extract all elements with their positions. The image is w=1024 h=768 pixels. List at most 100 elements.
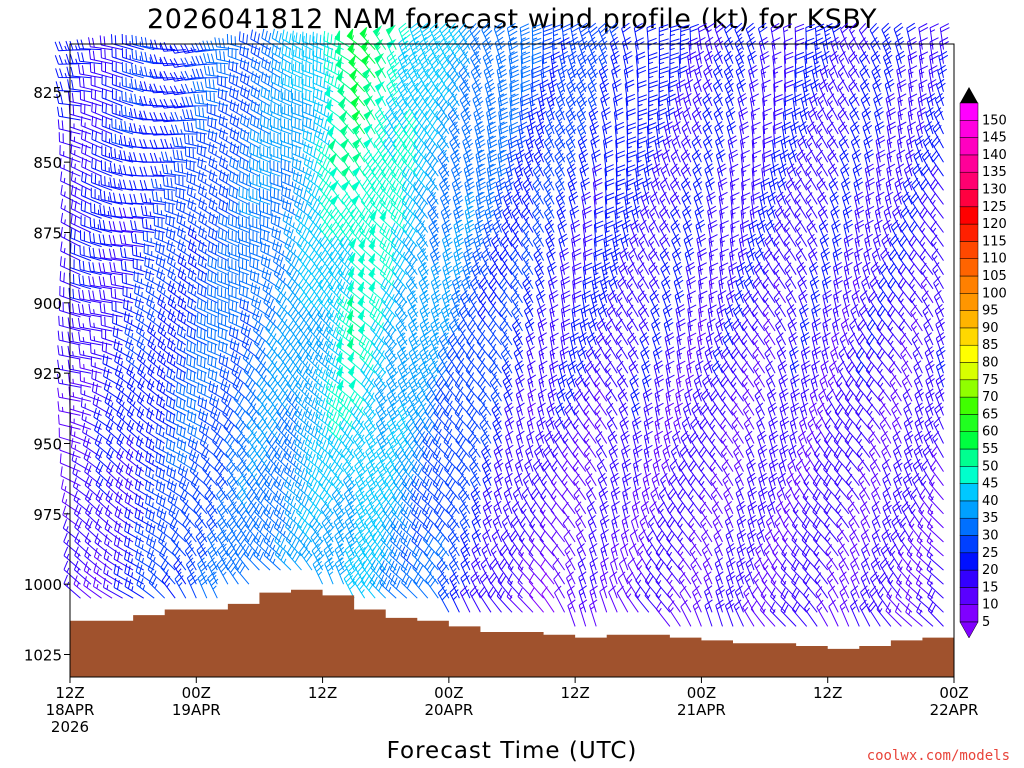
wind-barb [804,600,818,627]
wind-barb [778,374,789,402]
wind-barb [287,291,302,318]
wind-barb [816,135,829,163]
wind-barb [618,402,629,430]
wind-barb [843,219,854,247]
wind-barb [368,223,387,247]
wind-barb [726,557,736,585]
wind-barb [84,532,102,557]
wind-barb [414,94,429,121]
wind-barb [600,93,610,121]
wind-barb [762,304,776,332]
wind-barb [467,304,481,332]
wind-barb [854,191,864,219]
wind-barb [275,292,292,318]
wind-barb [695,50,705,78]
wind-barb [605,318,618,346]
wind-barb [219,155,239,177]
wind-barb [736,500,746,529]
wind-barb [238,230,260,248]
wind-barb [381,305,397,332]
wind-barb [843,233,854,261]
wind-barb [571,248,582,275]
wind-barb [447,65,461,93]
wind-barb [736,78,747,107]
wind-barb [159,70,186,81]
wind-barb [101,74,123,93]
wind-barb [204,487,218,515]
wind-barb [475,177,487,205]
wind-barb [384,346,398,374]
wind-barb [687,488,702,515]
wind-barb [549,332,559,360]
wind-barb [528,559,544,585]
wind-barb [155,451,176,473]
wind-barb [67,359,92,374]
wind-barb [137,363,155,388]
wind-barb [528,587,544,613]
wind-barb [80,215,102,233]
wind-barb [896,573,913,599]
wind-barb [902,177,913,205]
wind-barb [811,332,822,360]
wind-barb [800,374,811,402]
wind-barb [197,395,218,416]
wind-barb [924,346,935,374]
wind-barb [635,163,645,191]
wind-barb [549,304,559,332]
wind-barb [741,375,755,402]
wind-barb [217,228,239,248]
wind-barb [730,389,744,416]
wind-barb [323,58,344,79]
wind-barb [62,519,81,543]
wind-barb [868,290,881,318]
wind-barb [456,333,471,360]
wind-barb [239,142,260,163]
wind-barb [220,379,239,402]
wind-barb [357,294,376,318]
wind-barb [913,149,923,177]
wind-barb [527,388,537,416]
wind-barb [413,179,429,205]
wind-barb [226,487,239,515]
wind-barb [453,247,464,275]
wind-barb [572,417,587,444]
wind-barb [521,206,534,233]
wind-barb [436,135,450,163]
wind-barb [899,332,913,360]
wind-barb [197,382,218,402]
wind-barb [157,519,176,543]
wind-barb [666,558,681,585]
wind-barb [175,186,197,205]
wind-barb [337,84,355,107]
wind-barb [843,247,854,275]
wind-barb [88,303,113,318]
wind-barb [98,276,123,290]
wind-barb [236,487,250,515]
wind-barb [506,587,523,613]
wind-barb [858,473,871,501]
wind-barb [487,135,498,163]
wind-barb [540,572,555,599]
wind-barb [606,304,618,332]
wind-barb [675,304,686,332]
wind-barb [583,417,597,444]
wind-barb [116,448,134,472]
wind-barb [70,213,92,233]
wind-barb [766,388,777,416]
wind-barb [330,206,345,233]
wind-barb [813,446,829,472]
wind-barb [147,322,166,346]
wind-barb [90,75,113,93]
wind-barb [198,183,218,205]
wind-barb [467,431,481,458]
wind-barb [934,93,945,121]
wind-barb [562,515,576,543]
wind-barb [669,24,680,50]
wind-barb [465,347,481,374]
wind-barb [590,135,600,163]
wind-barb [548,374,559,402]
wind-barb [867,304,881,332]
wind-barb [783,501,797,529]
wind-barb [189,462,208,487]
colorbar-bottom-arrow [959,621,979,639]
